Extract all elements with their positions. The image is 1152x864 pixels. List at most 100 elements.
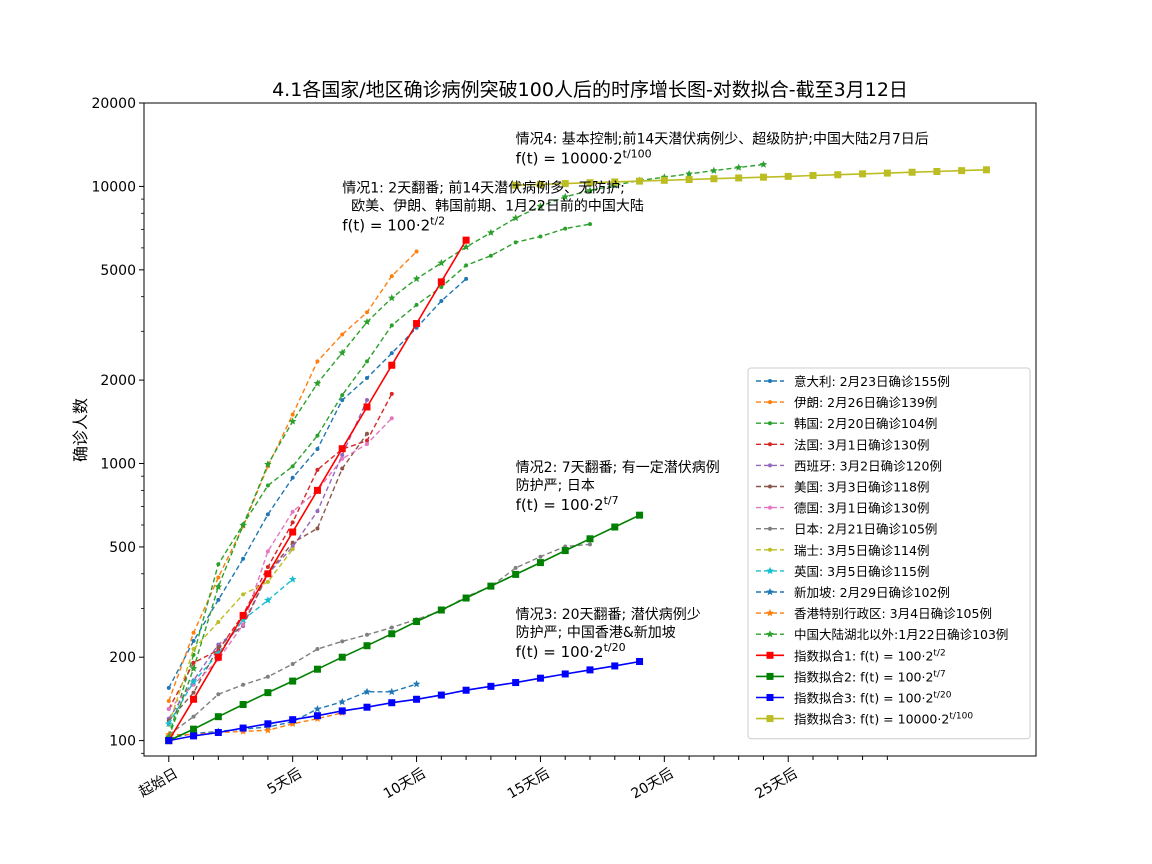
data-point <box>290 662 295 667</box>
data-point <box>538 554 543 559</box>
y-tick-label: 200 <box>109 650 136 666</box>
data-point <box>166 707 171 712</box>
data-point <box>340 332 345 337</box>
annotation-text: 防护严; 中国香港&新加坡 <box>516 625 676 641</box>
data-point <box>265 483 270 488</box>
legend-label: 英国: 3月5日确诊115例 <box>794 564 929 579</box>
data-point <box>290 547 295 552</box>
data-point <box>189 664 198 672</box>
legend-item: 指数拟合1: f(t) = 100·2t/2 <box>756 648 946 663</box>
data-point <box>290 540 295 545</box>
data-point <box>388 294 396 302</box>
data-point <box>636 511 644 519</box>
data-point <box>216 692 221 697</box>
data-point <box>190 695 198 703</box>
chart-title: 4.1各国家/地区确诊病例突破100人后的时序增长图-对数拟合-截至3月12日 <box>272 79 908 101</box>
annotation-text: 防护严; 日本 <box>516 478 595 494</box>
data-point <box>315 467 320 472</box>
legend-label: 意大利: 2月23日确诊155例 <box>794 374 950 389</box>
x-tick-label: 20天后 <box>629 766 677 803</box>
data-point <box>190 725 198 733</box>
data-point <box>768 400 772 405</box>
data-point <box>768 379 772 383</box>
data-point <box>365 438 369 443</box>
data-point <box>264 460 272 468</box>
data-point <box>536 674 544 682</box>
data-point <box>214 713 222 721</box>
series-line <box>515 169 987 186</box>
data-point <box>288 575 297 583</box>
data-point <box>265 549 270 554</box>
data-point <box>265 565 270 570</box>
data-point <box>365 375 369 380</box>
y-tick-label: 100 <box>109 734 136 750</box>
legend-item: 美国: 3月3日确诊118例 <box>756 480 929 495</box>
data-point <box>462 243 470 251</box>
data-point <box>586 666 594 674</box>
data-point <box>710 175 718 183</box>
y-tick-label: 2000 <box>100 373 136 389</box>
data-point <box>313 486 321 494</box>
legend-item: 指数拟合3: f(t) = 100·2t/20 <box>756 691 952 706</box>
series-16 <box>512 166 990 189</box>
series-line <box>168 712 343 736</box>
x-tick-label: 15天后 <box>505 766 553 803</box>
data-point <box>636 177 644 185</box>
data-point <box>834 171 842 179</box>
data-point <box>338 445 346 453</box>
legend-label: 美国: 3月3日确诊118例 <box>794 480 929 495</box>
data-point <box>365 431 369 436</box>
data-point <box>191 660 196 665</box>
data-point <box>216 562 221 567</box>
data-point <box>768 547 772 552</box>
data-point <box>933 167 941 175</box>
series-line <box>168 543 591 736</box>
data-point <box>883 169 891 177</box>
legend-box <box>747 367 1031 740</box>
data-point <box>315 526 320 531</box>
data-point <box>214 653 222 661</box>
data-point <box>512 679 520 687</box>
data-point <box>189 677 198 686</box>
data-point <box>413 695 421 703</box>
data-point <box>290 520 295 525</box>
legend-label: 香港特别行政区: 3月4日确诊105例 <box>794 606 992 621</box>
series-9 <box>165 575 297 727</box>
data-point <box>365 632 369 637</box>
data-point <box>239 615 247 623</box>
legend-item: 指数拟合3: f(t) = 10000·2t/100 <box>756 712 973 727</box>
series-line <box>168 393 393 710</box>
data-point <box>487 228 495 236</box>
data-point <box>363 403 371 411</box>
data-point <box>288 417 297 425</box>
data-point <box>636 657 644 665</box>
legend-item: 法国: 3月1日确诊130例 <box>756 437 929 452</box>
data-point <box>487 682 495 690</box>
data-point <box>588 222 592 227</box>
data-point <box>660 176 668 184</box>
legend-item: 德国: 3月1日确诊130例 <box>756 501 929 516</box>
data-point <box>389 274 394 279</box>
data-point <box>768 526 772 531</box>
data-point <box>388 699 396 707</box>
data-point <box>685 169 693 178</box>
data-point <box>290 509 295 514</box>
data-point <box>766 609 774 617</box>
data-point <box>365 359 369 364</box>
data-point <box>290 475 295 480</box>
annotation-formula: f(t) = 100·2t/7 <box>516 494 619 515</box>
legend-item: 香港特别行政区: 3月4日确诊105例 <box>756 606 992 621</box>
legend-item: 中国大陆湖北以外:1月22日确诊103例 <box>756 627 1008 642</box>
data-point <box>766 715 774 723</box>
annotation-formula: f(t) = 100·2t/20 <box>516 640 626 661</box>
data-point <box>512 570 520 578</box>
annotations: 情况1: 2天翻番; 前14天潜伏病例多、无防护; 欧美、伊朗、韩国前期、1月2… <box>342 130 929 661</box>
data-point <box>611 523 619 531</box>
data-point <box>363 703 371 711</box>
data-point <box>561 192 569 201</box>
legend-label: 指数拟合3: f(t) = 100·2t/20 <box>794 691 952 706</box>
series-line <box>168 660 640 742</box>
data-point <box>340 456 345 461</box>
